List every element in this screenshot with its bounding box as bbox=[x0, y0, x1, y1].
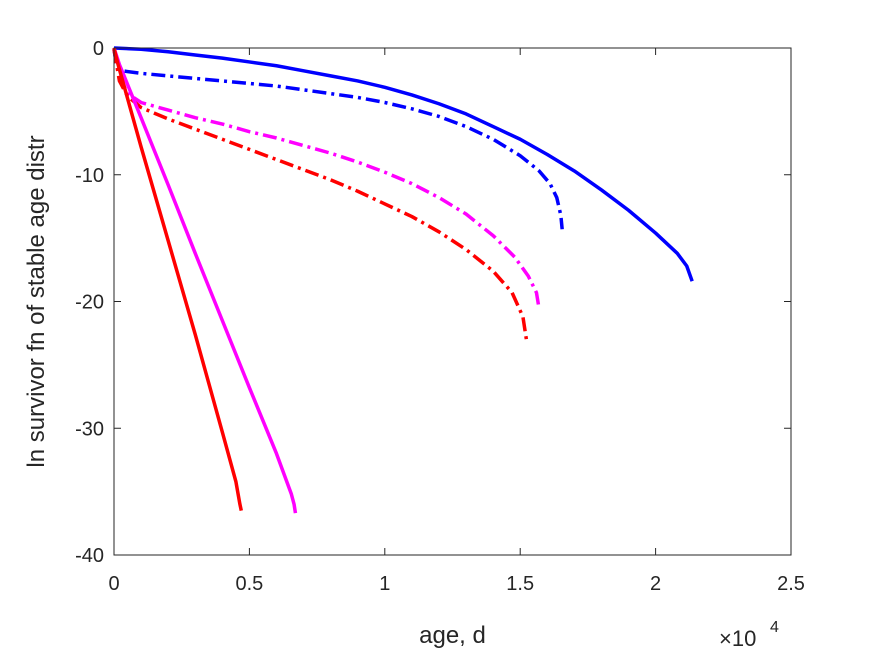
x-tick-label: 1.5 bbox=[506, 573, 534, 595]
plot-area bbox=[114, 48, 791, 555]
y-tick-label: 0 bbox=[93, 38, 104, 60]
y-tick-label: -30 bbox=[75, 418, 104, 440]
series-line-2 bbox=[112, 49, 564, 230]
x-exponent-base: ×10 bbox=[719, 626, 756, 651]
y-tick-label: -20 bbox=[75, 292, 104, 314]
x-tick-label: 2 bbox=[650, 573, 661, 595]
series-line-4 bbox=[112, 48, 529, 344]
y-tick-label: -10 bbox=[75, 165, 104, 187]
x-tick-label: 2.5 bbox=[777, 573, 805, 595]
series-line-5 bbox=[112, 47, 298, 514]
x-axis-label: age, d bbox=[419, 622, 486, 649]
y-tick-label: -40 bbox=[75, 545, 104, 567]
series-layer bbox=[112, 46, 694, 514]
series-line-3 bbox=[112, 48, 541, 310]
x-tick-label: 1 bbox=[379, 573, 390, 595]
y-axis-label: ln survivor fn of stable age distr bbox=[23, 135, 50, 467]
axes-layer: 0 0.5 1 1.5 2 2.5 0 -10 -20 -30 -40 bbox=[75, 38, 805, 595]
x-exponent-power: 4 bbox=[770, 619, 779, 636]
x-exponent-label: ×10 4 bbox=[719, 619, 779, 651]
x-tick-label: 0 bbox=[108, 573, 119, 595]
series-line-6 bbox=[112, 47, 243, 512]
series-line-1 bbox=[113, 46, 694, 282]
x-tick-label: 0.5 bbox=[235, 573, 263, 595]
